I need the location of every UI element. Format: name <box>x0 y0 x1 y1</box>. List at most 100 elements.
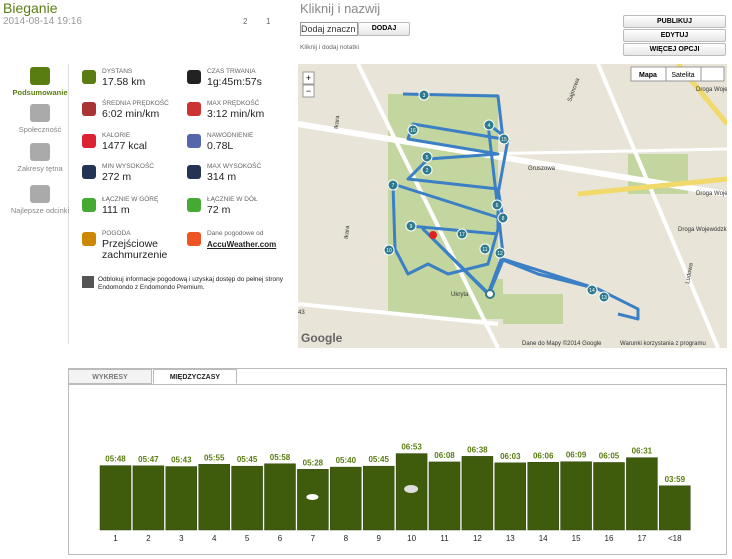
x-tick-label: 16 <box>605 534 614 543</box>
route-marker-label: 8 <box>502 216 505 222</box>
notes-prompt[interactable]: Kliknij i dodaj notatki <box>300 44 359 51</box>
route-marker <box>479 243 491 255</box>
route-marker <box>498 133 510 145</box>
splits-panel <box>68 368 727 555</box>
bar <box>527 462 559 531</box>
road <box>577 176 727 197</box>
tab-icon[interactable] <box>30 67 50 85</box>
stat-icon <box>82 70 96 84</box>
bar-value-label: 05:48 <box>105 455 126 464</box>
sidebar-tab[interactable]: Społeczność <box>18 125 62 134</box>
x-tick-label: 3 <box>179 534 184 543</box>
road-label: Droga Wojewódzka <box>678 227 727 233</box>
rabbit-icon <box>306 494 319 500</box>
x-tick-label: 10 <box>407 534 416 543</box>
stat-label: POGODA <box>102 230 131 237</box>
tab-line <box>68 384 727 385</box>
bar-value-label: 05:40 <box>336 456 357 465</box>
promo[interactable]: Odblokuj informacje pogodową i uzyskaj d… <box>98 276 283 291</box>
bar-value-label: 05:55 <box>204 453 225 462</box>
bar-value-label: 06:31 <box>632 447 653 456</box>
bar-value-label: 06:06 <box>533 451 554 460</box>
datetime: 2014-08-14 19:16 <box>3 16 82 27</box>
park <box>503 294 563 324</box>
x-tick-label: 14 <box>539 534 548 543</box>
road-label: Gruszowa <box>528 166 556 172</box>
route <box>391 92 640 321</box>
bar-value-label: 03:59 <box>665 475 686 484</box>
bar-value-label: 05:45 <box>368 455 389 464</box>
route-marker-label: 7 <box>392 183 395 189</box>
comments[interactable]: 2 <box>243 17 248 26</box>
tab[interactable]: WYKRESY <box>68 369 152 384</box>
route-marker-label: 3 <box>423 93 426 99</box>
action-button[interactable]: EDYTUJ <box>623 29 726 42</box>
x-tick-label: 12 <box>473 534 482 543</box>
road-label: Droga Wojewódzka 491 <box>696 191 727 197</box>
bar-value-label: 06:03 <box>500 452 521 461</box>
stat-label: MAX WYSOKOŚĆ <box>207 163 262 170</box>
route-marker-label: 12 <box>497 251 503 257</box>
start-pin <box>429 231 437 239</box>
stat-icon <box>82 134 96 148</box>
stat-label: CZAS TRWANIA <box>207 68 256 75</box>
name-prompt[interactable]: Kliknij i nazwij <box>300 1 381 16</box>
road-label: 43 <box>298 310 305 316</box>
add-button[interactable]: DODAJ <box>358 22 410 36</box>
stat-value: 17.58 km <box>102 76 146 88</box>
bar-value-label: 05:47 <box>138 455 159 464</box>
map[interactable]: 3 16 4 15 5 2 7 6 8 9 17 10 11 12 14 13 Droga Wojewódzka… <box>298 64 727 348</box>
action-button[interactable]: WIĘCEJ OPCJI <box>623 43 726 56</box>
x-tick-label: 11 <box>440 534 449 543</box>
map-type-label: Satelita <box>671 72 694 79</box>
road-label: Ludowa <box>685 262 695 284</box>
road <box>596 64 720 348</box>
road-label: Ikara <box>334 115 341 129</box>
sidebar-tab[interactable]: Zakresy tętna <box>17 164 63 173</box>
divider <box>68 64 69 344</box>
x-tick-label: 17 <box>637 534 646 543</box>
road-label: Ikara <box>344 225 351 239</box>
stat-value[interactable]: AccuWeather.com <box>207 240 277 249</box>
tab-icon[interactable] <box>30 104 50 122</box>
bar-value-label: 06:05 <box>599 451 620 460</box>
map-logo: Google <box>301 331 343 345</box>
stat-label: ŚREDNIA PRĘDKOŚĆ <box>102 100 169 107</box>
route-marker-label: 16 <box>410 128 416 134</box>
bar-value-label: 05:58 <box>270 453 291 462</box>
route-marker-label: 6 <box>496 203 499 209</box>
tab-icon[interactable] <box>30 143 50 161</box>
stat-label: DYSTANS <box>102 68 133 75</box>
bar <box>165 466 198 531</box>
sidebar-tab[interactable]: Podsumowanie <box>12 88 68 97</box>
route-marker <box>586 284 598 296</box>
stat-value: Przejściowe zachmurzenie <box>102 238 168 261</box>
map-terms: Warunki korzystania z programu <box>620 341 706 347</box>
bar <box>593 462 625 531</box>
route-marker-label: 14 <box>589 288 595 294</box>
bar <box>99 465 132 531</box>
bar-value-label: 06:53 <box>401 443 422 452</box>
route-marker <box>598 291 610 303</box>
route-marker <box>456 228 468 240</box>
road <box>356 64 500 348</box>
fullscreen-button <box>700 66 725 82</box>
bar <box>626 457 658 531</box>
route-marker <box>421 151 433 163</box>
bar <box>362 465 395 531</box>
stat-label: NAWODNIENIE <box>207 132 254 139</box>
road <box>477 147 727 156</box>
tab[interactable]: MIĘDZYCZASY <box>153 369 237 384</box>
stat-value: 6:02 min/km <box>102 108 160 120</box>
bar <box>330 466 362 531</box>
stat-icon <box>82 232 96 246</box>
route-marker <box>387 179 399 191</box>
x-tick-label: 4 <box>212 534 217 543</box>
action-button[interactable]: PUBLIKUJ <box>623 15 726 28</box>
bar-value-label: 06:09 <box>566 451 587 460</box>
tab-icon[interactable] <box>30 185 50 203</box>
route-marker-label: 5 <box>426 155 429 161</box>
sidebar-tab[interactable]: Najlepsze odcinki <box>10 206 70 215</box>
marker-input[interactable]: Dodaj znaczn <box>300 22 358 36</box>
likes[interactable]: 1 <box>266 17 271 26</box>
